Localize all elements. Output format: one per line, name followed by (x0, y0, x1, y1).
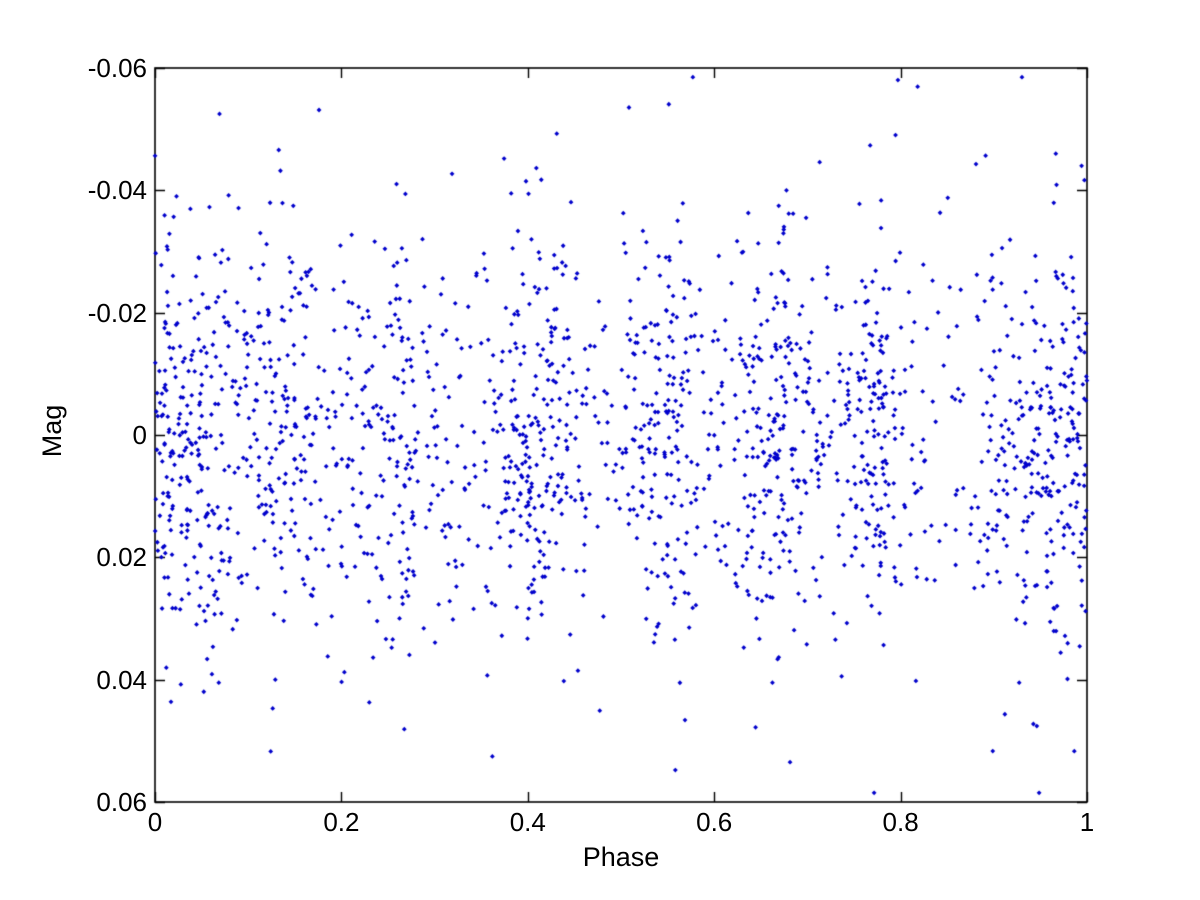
y-tick-label: 0.04 (96, 664, 147, 695)
x-tick-label: 0.6 (696, 807, 733, 837)
y-axis-label: Mag (37, 404, 67, 458)
y-tick-label: -0.04 (87, 175, 147, 206)
x-tick-label: 0.2 (323, 807, 360, 837)
x-tick-label: 0.8 (882, 807, 919, 837)
y-tick-label: 0.02 (96, 542, 147, 573)
y-tick-label: 0.06 (96, 787, 147, 817)
x-axis-label: Phase (582, 842, 660, 872)
y-tick-label: -0.02 (87, 297, 147, 328)
y-tick-label: 0 (132, 420, 147, 450)
x-tick-label: 1 (1079, 807, 1095, 837)
y-tick-label: -0.06 (87, 53, 147, 83)
x-tick-label: 0 (147, 807, 163, 837)
x-tick-label: 0.4 (509, 807, 546, 837)
